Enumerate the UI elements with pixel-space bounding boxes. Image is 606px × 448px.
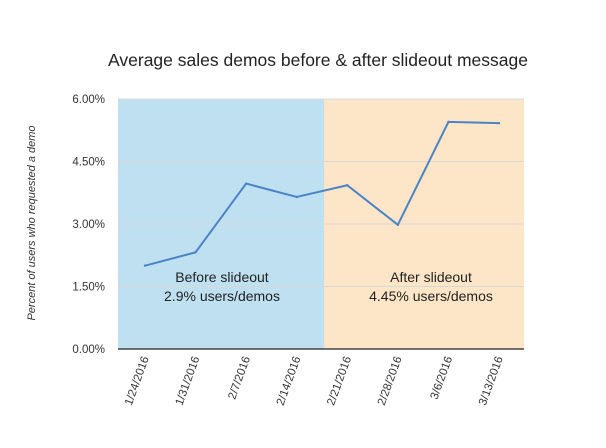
y-tick-label: 3.00%	[72, 219, 105, 231]
y-tick-label: 1.50%	[72, 282, 105, 294]
data-point	[447, 120, 450, 124]
y-tick-labels: 0.00% 1.50% 3.00% 4.50% 6.00%	[72, 94, 105, 356]
data-point	[497, 121, 501, 125]
region-sublabel-after: 4.45% users/demos	[369, 288, 493, 304]
data-point	[143, 264, 147, 267]
data-point	[244, 182, 248, 185]
y-axis-label: Percent of users who requested a demo	[26, 125, 38, 320]
region-label-after: After slideout	[390, 269, 472, 285]
series-line	[144, 120, 500, 267]
region-sublabel-before: 2.9% users/demos	[164, 288, 280, 304]
region-label-before: Before slideout	[175, 269, 269, 285]
gridlines	[118, 98, 524, 287]
y-tick-label: 4.50%	[72, 157, 105, 169]
data-point	[295, 195, 298, 199]
data-point	[396, 223, 400, 227]
y-tick-label: 6.00%	[72, 94, 105, 106]
data-point	[346, 184, 349, 187]
y-tick-label: 0.00%	[72, 344, 105, 356]
chart-title: Average sales demos before & after slide…	[108, 50, 528, 70]
data-point	[194, 251, 197, 254]
series-layer	[143, 120, 501, 267]
region-labels: Before slideout 2.9% users/demos After sli…	[164, 269, 493, 304]
